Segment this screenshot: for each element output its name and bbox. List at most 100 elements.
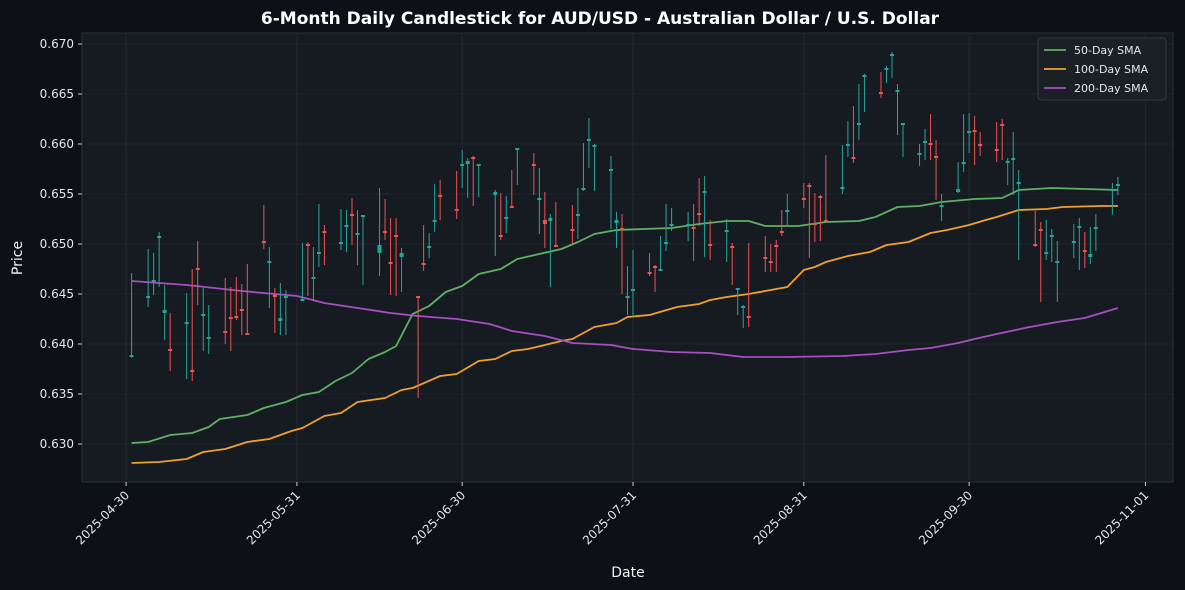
candle — [531, 153, 536, 195]
candle-body — [223, 331, 228, 333]
candle — [349, 198, 354, 245]
candle — [1005, 158, 1010, 185]
candle — [322, 225, 327, 265]
candle — [840, 145, 845, 194]
candle-body — [1110, 189, 1115, 191]
y-tick-label: 0.655 — [40, 187, 74, 201]
candle-body — [631, 289, 636, 291]
candle-body — [184, 322, 189, 324]
candle — [730, 243, 735, 285]
candle-body — [658, 269, 663, 271]
candle — [741, 305, 746, 328]
candle-body — [344, 225, 349, 227]
candle — [686, 212, 691, 241]
candle — [994, 122, 999, 162]
candle-body — [664, 242, 669, 244]
candle-body — [1011, 158, 1016, 160]
candle-body — [421, 263, 426, 265]
candle-body — [746, 316, 751, 318]
candle-body — [162, 310, 167, 313]
candle-body — [923, 141, 928, 143]
y-tick-label: 0.635 — [40, 387, 74, 401]
candle-body — [708, 244, 713, 246]
candle — [1077, 218, 1082, 270]
candle-body — [575, 214, 580, 216]
y-axis: 0.630 0.635 0.640 0.645 0.650 0.655 0.660 0.665… — [40, 37, 82, 451]
candle-body — [1082, 250, 1087, 252]
candle-body — [1071, 241, 1076, 243]
candle-body — [956, 189, 961, 192]
candle — [157, 232, 162, 287]
candle-body — [151, 280, 156, 282]
candle — [1071, 224, 1076, 258]
candle-body — [322, 231, 327, 233]
candle-body — [939, 205, 944, 207]
candle-body — [741, 306, 746, 308]
candle-body — [239, 309, 244, 311]
candle — [801, 183, 806, 208]
candle-body — [1093, 227, 1098, 229]
sma-line-100day — [131, 205, 1118, 464]
candle — [845, 121, 850, 157]
candle-body — [895, 90, 900, 92]
candle — [245, 264, 250, 335]
candle-body — [245, 333, 250, 335]
candle-body — [1044, 252, 1049, 254]
candle — [592, 144, 597, 191]
y-tick-label: 0.670 — [40, 37, 74, 51]
candle — [338, 209, 343, 250]
candle — [344, 210, 349, 252]
candle — [267, 247, 272, 308]
candle-body — [261, 241, 266, 243]
candle-body — [349, 214, 354, 216]
candle — [432, 184, 437, 232]
candle — [928, 114, 933, 160]
candle — [223, 278, 228, 344]
candle-body — [190, 370, 195, 372]
candle-body — [928, 143, 933, 145]
candle — [190, 269, 195, 381]
candle-body — [994, 149, 999, 151]
candle — [702, 176, 707, 257]
candle-body — [509, 206, 514, 208]
candle — [278, 283, 283, 335]
candle-body — [553, 245, 558, 247]
candle-body — [531, 164, 536, 166]
candle-body — [647, 272, 652, 274]
y-tick-label: 0.640 — [40, 337, 74, 351]
candle-body — [316, 252, 321, 254]
candle-body — [278, 318, 283, 321]
candle — [1082, 232, 1087, 268]
candle — [697, 178, 702, 226]
candle-body — [129, 355, 134, 357]
candle-body — [305, 244, 310, 246]
candle-body — [653, 266, 658, 268]
candle-body — [388, 262, 393, 264]
candle — [1110, 183, 1115, 215]
candle — [201, 288, 206, 351]
candle-body — [1088, 254, 1093, 257]
candle — [421, 225, 426, 271]
candle — [889, 52, 894, 78]
candle-body — [1077, 226, 1082, 228]
candle — [454, 171, 459, 219]
candle-body — [476, 164, 481, 166]
y-tick-label: 0.665 — [40, 87, 74, 101]
candle — [779, 210, 784, 236]
candle — [305, 242, 310, 296]
candle-body — [1049, 235, 1054, 237]
candle — [129, 273, 134, 358]
candle — [608, 156, 613, 229]
candle-body — [300, 299, 305, 301]
candle-body — [570, 229, 575, 231]
candle-body — [818, 196, 823, 198]
candle — [708, 220, 713, 260]
candle-body — [917, 153, 922, 155]
candle — [399, 248, 404, 292]
candle — [542, 192, 547, 248]
candle-body — [581, 188, 586, 190]
candle — [311, 247, 316, 301]
candle-body — [272, 295, 277, 297]
candle-body — [730, 246, 735, 248]
